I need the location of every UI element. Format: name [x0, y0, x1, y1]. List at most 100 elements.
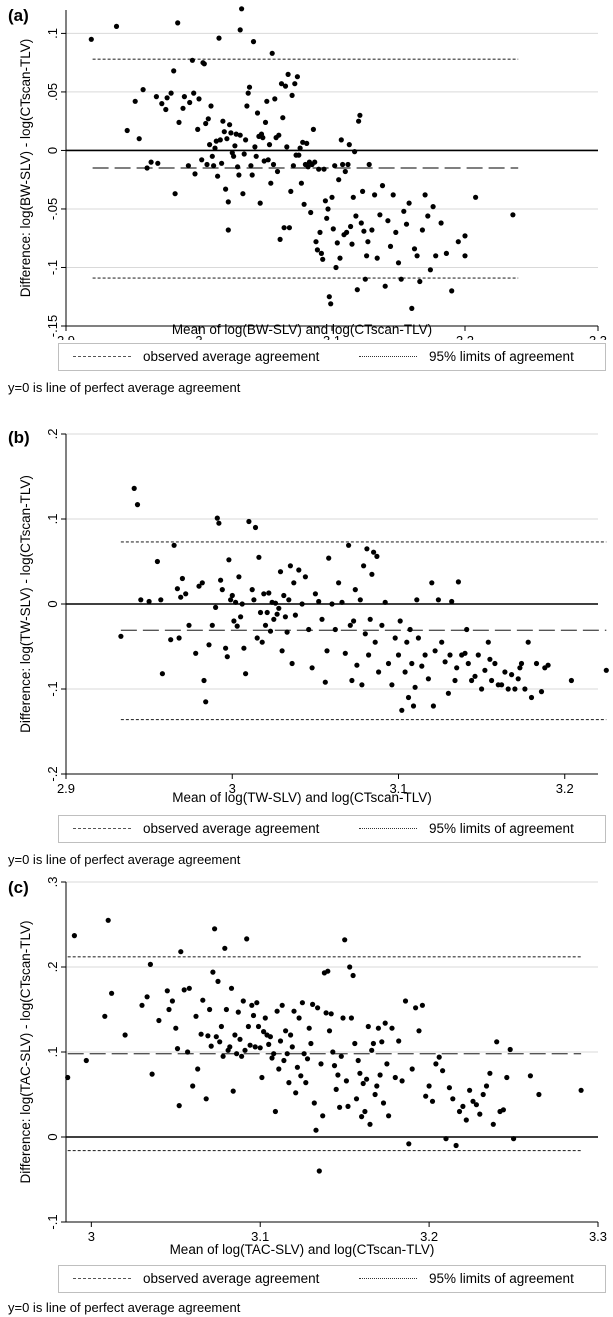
data-point — [358, 220, 364, 226]
legend-dash-swatch — [73, 1278, 131, 1279]
data-point — [294, 74, 300, 80]
data-point — [440, 1068, 446, 1074]
data-point — [223, 186, 229, 192]
x-tick-label: 3.1 — [251, 1229, 269, 1244]
data-point — [220, 1053, 226, 1059]
data-point — [109, 990, 115, 996]
data-point — [338, 137, 344, 143]
data-point — [246, 84, 253, 90]
data-point — [217, 1039, 223, 1045]
data-point — [187, 99, 193, 106]
data-point — [419, 1002, 425, 1008]
footnote: y=0 is line of perfect average agreement — [8, 852, 241, 867]
data-point — [472, 673, 478, 679]
data-point — [203, 699, 209, 705]
legend-label-limits: 95% limits of agreement — [429, 1271, 574, 1286]
data-point — [241, 151, 247, 157]
data-point — [402, 669, 408, 675]
data-point — [136, 136, 142, 142]
data-point — [510, 1136, 517, 1142]
data-point — [603, 667, 609, 673]
data-point — [333, 264, 339, 271]
data-point — [362, 276, 368, 282]
data-point — [325, 968, 331, 974]
data-point — [313, 239, 319, 245]
data-point — [357, 597, 363, 603]
data-point — [492, 660, 498, 667]
data-point — [445, 690, 451, 696]
data-point — [284, 629, 290, 635]
data-point — [409, 305, 415, 311]
data-point — [216, 35, 222, 41]
data-point — [485, 639, 491, 645]
data-point — [359, 682, 365, 688]
data-point — [83, 1057, 89, 1064]
data-point — [517, 665, 523, 671]
panel-label: (a) — [8, 6, 29, 25]
data-point — [230, 1088, 236, 1094]
data-point — [264, 609, 270, 616]
legend-item-observed: observed average agreement — [73, 349, 319, 364]
data-point — [301, 201, 307, 207]
data-point — [372, 192, 378, 198]
data-point — [291, 580, 297, 586]
data-point — [159, 101, 165, 107]
data-point — [239, 6, 245, 12]
data-point — [380, 1100, 387, 1106]
data-point — [257, 1045, 263, 1051]
data-point — [346, 142, 352, 148]
data-point — [289, 1044, 295, 1050]
data-point — [298, 1073, 304, 1079]
data-point — [256, 554, 262, 560]
data-point — [139, 1002, 145, 1008]
data-point — [208, 103, 214, 109]
legend-dash-swatch — [73, 356, 131, 357]
x-tick-label: 2.9 — [57, 333, 75, 340]
data-point — [199, 580, 205, 586]
data-point — [344, 229, 350, 235]
data-point — [366, 652, 372, 658]
data-point — [134, 502, 141, 508]
data-point — [250, 39, 257, 45]
data-point — [237, 1036, 243, 1042]
data-point — [423, 1093, 429, 1099]
data-point — [208, 1043, 214, 1049]
data-point — [443, 1136, 449, 1142]
data-point — [395, 652, 402, 658]
data-point — [239, 1053, 245, 1059]
data-point — [171, 542, 177, 548]
data-point — [337, 1104, 343, 1110]
data-point — [349, 241, 355, 247]
data-point — [349, 677, 355, 684]
data-point — [479, 686, 485, 692]
data-point — [399, 707, 405, 713]
data-point — [209, 622, 215, 628]
data-point — [326, 294, 332, 300]
data-point — [324, 215, 330, 221]
y-tick-label: -.15 — [45, 315, 60, 337]
legend-label-limits: 95% limits of agreement — [429, 349, 574, 364]
data-point — [292, 612, 298, 618]
data-point — [244, 103, 250, 109]
data-point — [407, 626, 413, 633]
data-point — [333, 1086, 339, 1092]
x-tick-label: 3.1 — [323, 333, 341, 340]
data-point — [240, 191, 246, 197]
data-point — [499, 682, 505, 688]
data-point — [248, 163, 254, 169]
data-point — [325, 206, 331, 212]
data-point — [446, 1085, 452, 1091]
data-point — [379, 1039, 385, 1045]
data-point — [364, 253, 370, 259]
data-point — [169, 998, 175, 1004]
x-tick-label: 3.3 — [589, 333, 607, 340]
data-point — [264, 98, 270, 104]
data-point — [305, 164, 311, 170]
panel-a: (a) -.15 -.1 -.05 0 .05 .1 2.9 3 3.1 3.2 3.3 Mean o… — [0, 0, 613, 400]
data-point — [269, 1055, 275, 1061]
data-point — [288, 1032, 294, 1038]
data-point — [389, 682, 395, 688]
data-point — [262, 622, 269, 628]
data-point — [229, 592, 235, 599]
data-point — [329, 601, 335, 607]
